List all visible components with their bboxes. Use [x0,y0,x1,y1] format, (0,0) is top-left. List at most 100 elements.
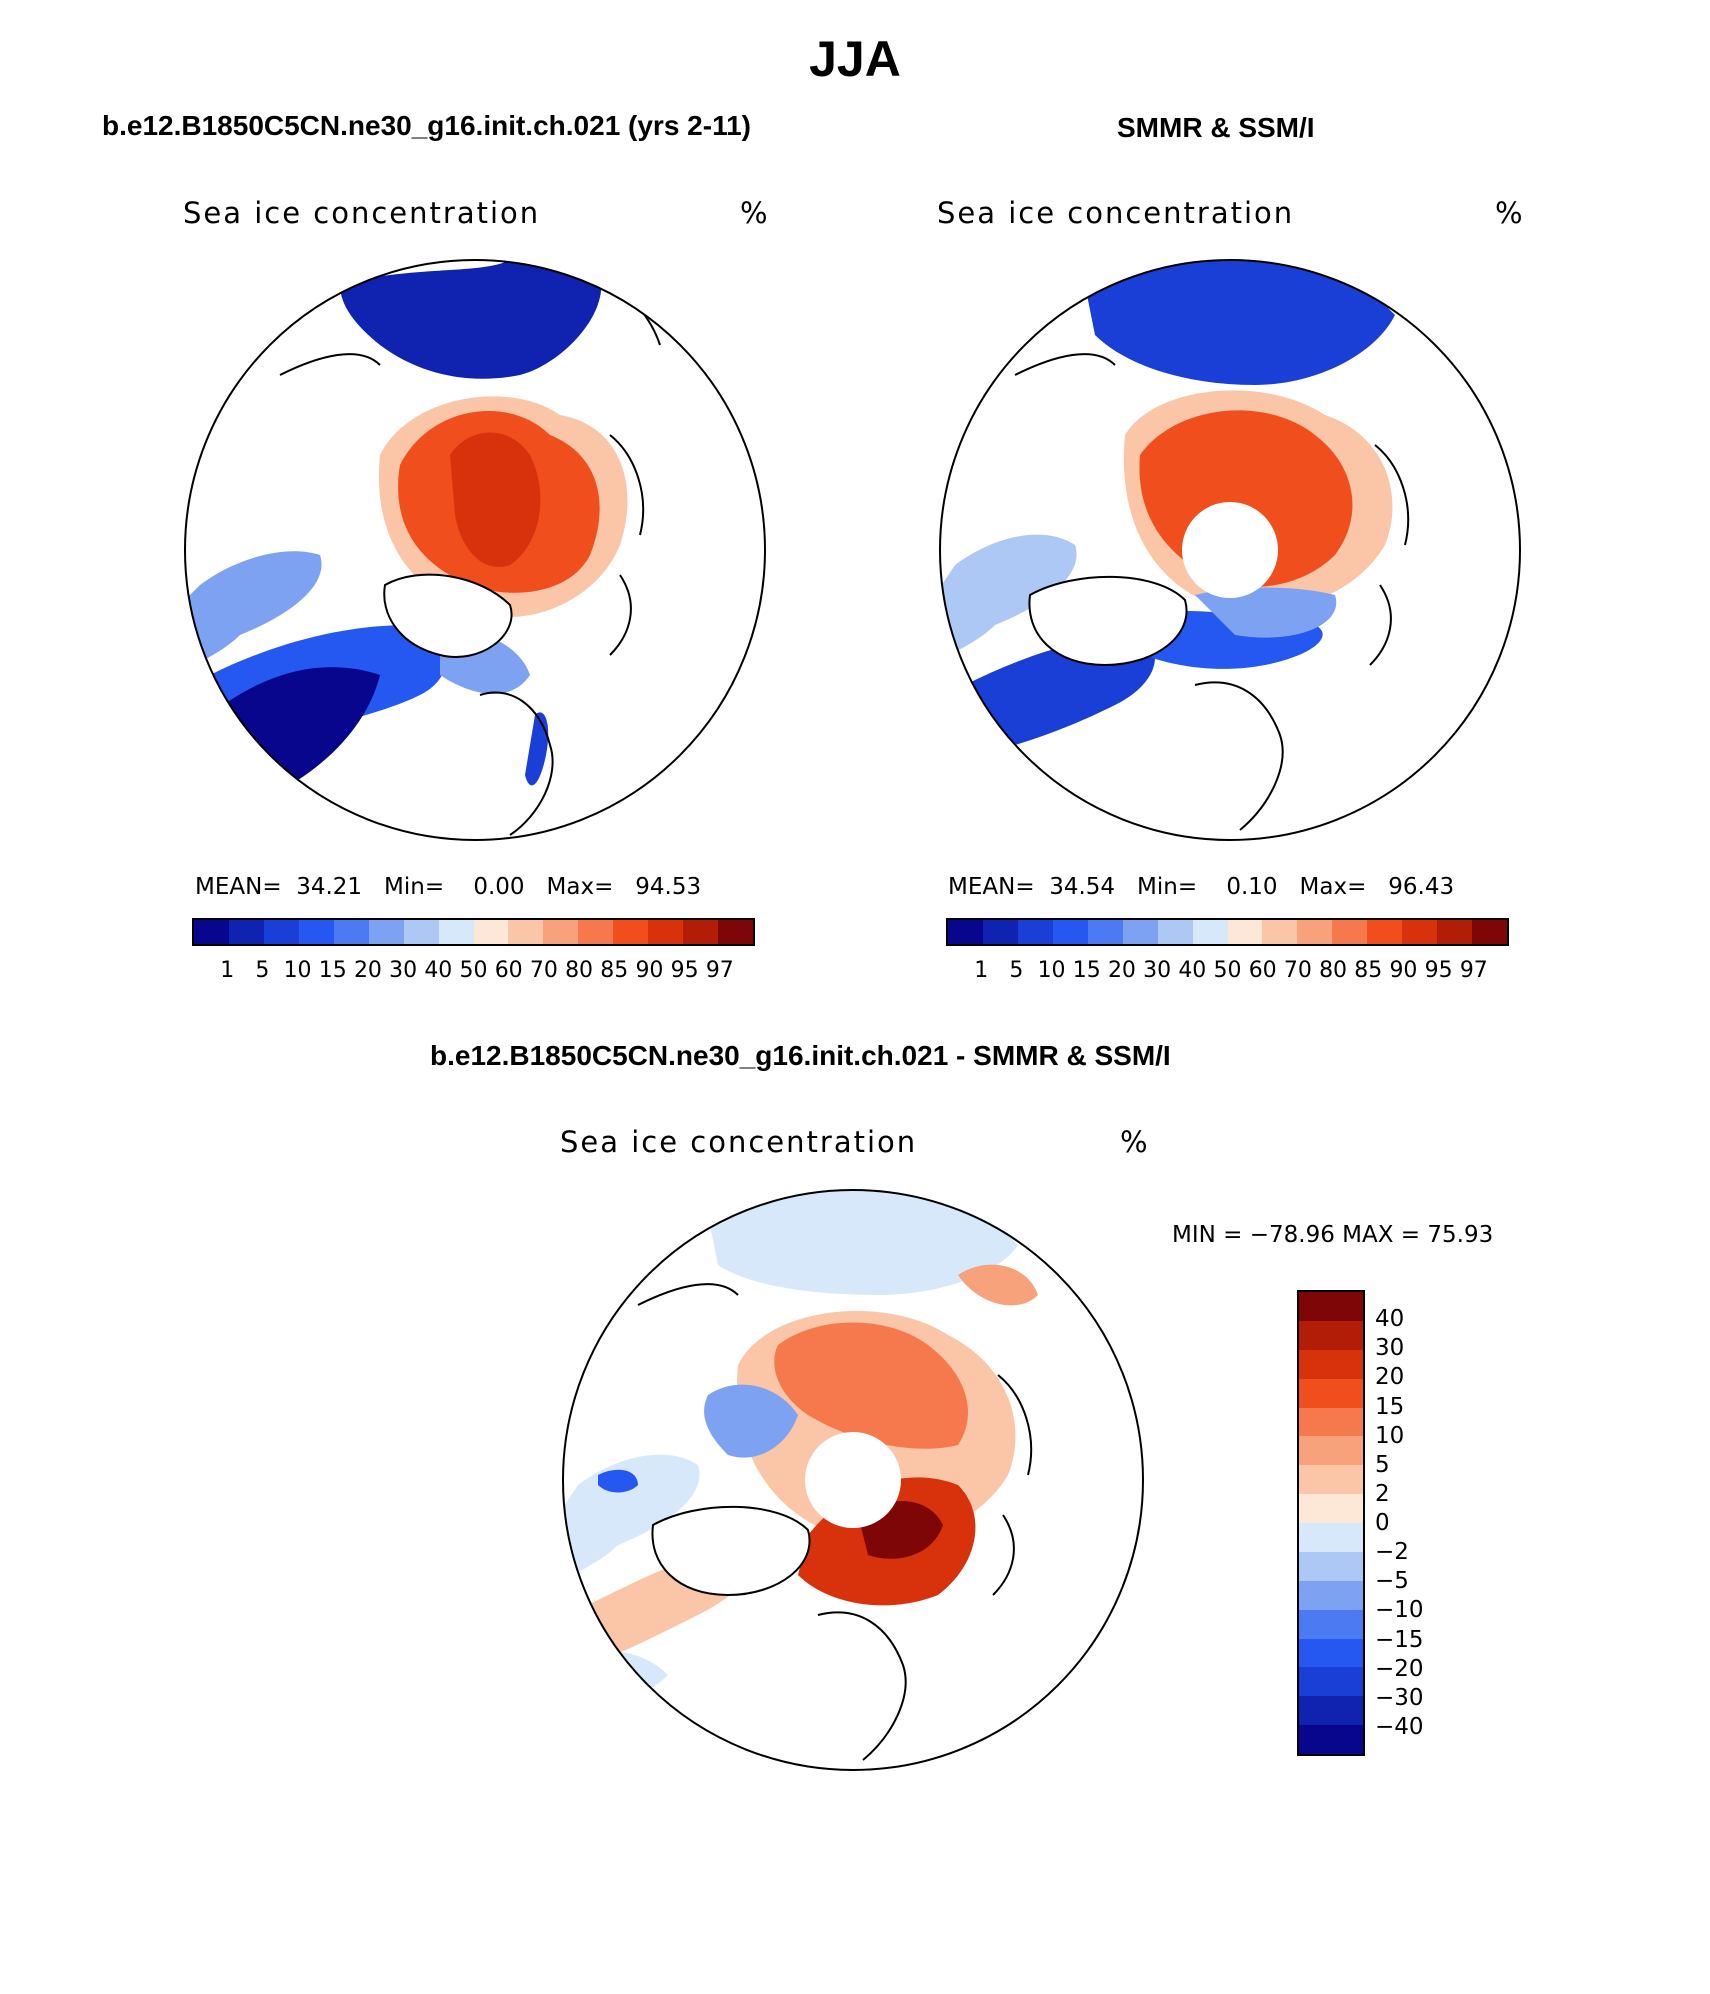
diff-pacific-warm [958,1264,1038,1306]
colorbar-tick-label: 85 [1354,958,1383,983]
colorbar-box-1 [1299,1320,1363,1350]
diff-coastline-alaska [637,1283,739,1306]
obs-pole-hole [1182,502,1278,598]
colorbar-tick-label: 20 [353,958,382,983]
colorbar-box-13 [1402,920,1438,944]
colorbar-box-1 [228,920,264,944]
colorbar-tick-label: 90 [1389,958,1418,983]
colorbar-box-4 [1087,920,1123,944]
diff-baffin [563,1454,700,1585]
colorbar-box-13 [648,920,684,944]
obs-max-value: 96.43 [1388,874,1455,900]
model-ice-max [450,432,541,567]
colorbar-box-6 [1157,920,1193,944]
colorbar-box-0 [948,920,983,944]
diff-coastline-east [992,1374,1033,1596]
obs-polar-map [939,259,1521,841]
colorbar-tick-label: −10 [1375,1597,1424,1624]
colorbar-tick-label: 20 [1107,958,1136,983]
colorbar-tick-label: 80 [1319,958,1348,983]
colorbar-box-2 [1299,1349,1363,1379]
colorbar-box-2 [263,920,299,944]
model-mean-value: 34.21 [296,874,363,900]
model-coastline-east [609,434,645,656]
colorbar-tick-label: 10 [1375,1422,1405,1449]
obs-stats: MEAN= 34.54 Min= 0.10 Max= 96.43 [948,874,1455,900]
obs-mean-value: 34.54 [1049,874,1116,900]
colorbar-tick-label: 15 [1072,958,1101,983]
colorbar-tick-label: −30 [1375,1684,1424,1711]
colorbar-tick-label: 70 [1283,958,1312,983]
obs-greenland-land [1028,575,1188,667]
colorbar-box-9 [508,920,544,944]
diff-colorbar [1297,1290,1365,1756]
colorbar-tick-label: 95 [1424,958,1453,983]
colorbar-box-12 [1299,1638,1363,1668]
diff-colorbar-ticks: 40 30 20 15 10 5 2 0 −2 −5 −10 −15 −20 −30 −40 [1375,1290,1455,1756]
colorbar-tick-label: 95 [670,958,699,983]
model-min-value: 0.00 [473,874,525,900]
obs-panel-heading: SMMR & SSM/I [1117,112,1315,143]
diff-units: % [1120,1125,1148,1159]
model-ice-baltic [525,712,549,786]
colorbar-tick-label: 80 [565,958,594,983]
diff-greenland-land [651,1505,811,1597]
colorbar-box-15 [718,920,753,944]
colorbar-box-13 [1299,1667,1363,1697]
colorbar-box-9 [1299,1551,1363,1581]
obs-min-value: 0.10 [1226,874,1278,900]
colorbar-box-3 [1299,1378,1363,1408]
colorbar-box-6 [1299,1465,1363,1495]
colorbar-box-14 [1437,920,1473,944]
obs-coastline-scandinavia [1194,681,1284,831]
colorbar-tick-label: 97 [1459,958,1488,983]
colorbar-box-8 [473,920,509,944]
colorbar-tick-label: 0 [1375,1510,1390,1536]
colorbar-box-10 [543,920,579,944]
colorbar-tick-label: 15 [1375,1393,1405,1420]
colorbar-tick-label: 60 [494,958,523,983]
colorbar-box-3 [1052,920,1088,944]
model-ice-pacific [340,260,602,379]
colorbar-box-11 [578,920,614,944]
colorbar-box-15 [1299,1725,1363,1754]
colorbar-box-8 [1299,1523,1363,1552]
colorbar-tick-label: −20 [1375,1655,1424,1682]
colorbar-box-5 [1299,1436,1363,1466]
diff-stats: MIN = −78.96 MAX = 75.93 [1172,1222,1494,1248]
obs-colorbar [946,918,1509,946]
colorbar-box-2 [1017,920,1053,944]
model-coastline-scandinavia [479,691,554,836]
model-colorbar [192,918,755,946]
diff-map-label: Sea ice concentration [560,1125,918,1159]
colorbar-box-9 [1262,920,1298,944]
colorbar-box-12 [613,920,649,944]
diff-polar-map [562,1189,1144,1771]
colorbar-box-12 [1367,920,1403,944]
colorbar-box-15 [1472,920,1507,944]
colorbar-tick-label: −40 [1375,1713,1424,1740]
colorbar-tick-label: 50 [1213,958,1242,983]
colorbar-tick-label: 20 [1375,1364,1405,1391]
colorbar-box-0 [194,920,229,944]
colorbar-box-11 [1332,920,1368,944]
colorbar-tick-label: 90 [635,958,664,983]
colorbar-tick-label: 5 [1009,958,1024,983]
colorbar-box-14 [1299,1696,1363,1726]
obs-map-label: Sea ice concentration [937,196,1295,230]
model-colorbar-ticks: 1 5 10 15 20 30 40 50 60 70 80 85 90 95 97 [192,958,755,988]
colorbar-box-7 [1192,920,1228,944]
model-ice-baffin [185,551,322,675]
colorbar-box-7 [1299,1494,1363,1523]
colorbar-box-1 [982,920,1018,944]
model-max-value: 94.53 [635,874,702,900]
colorbar-box-4 [1299,1407,1363,1437]
colorbar-tick-label: 1 [220,958,235,983]
obs-colorbar-ticks: 1 5 10 15 20 30 40 50 60 70 80 85 90 95 97 [946,958,1509,988]
model-map-label: Sea ice concentration [183,196,541,230]
diff-arctic-warm [774,1322,968,1449]
colorbar-tick-label: 1 [974,958,989,983]
diff-arctic-negative [704,1384,798,1458]
colorbar-tick-label: −15 [1375,1626,1424,1653]
colorbar-box-6 [403,920,439,944]
